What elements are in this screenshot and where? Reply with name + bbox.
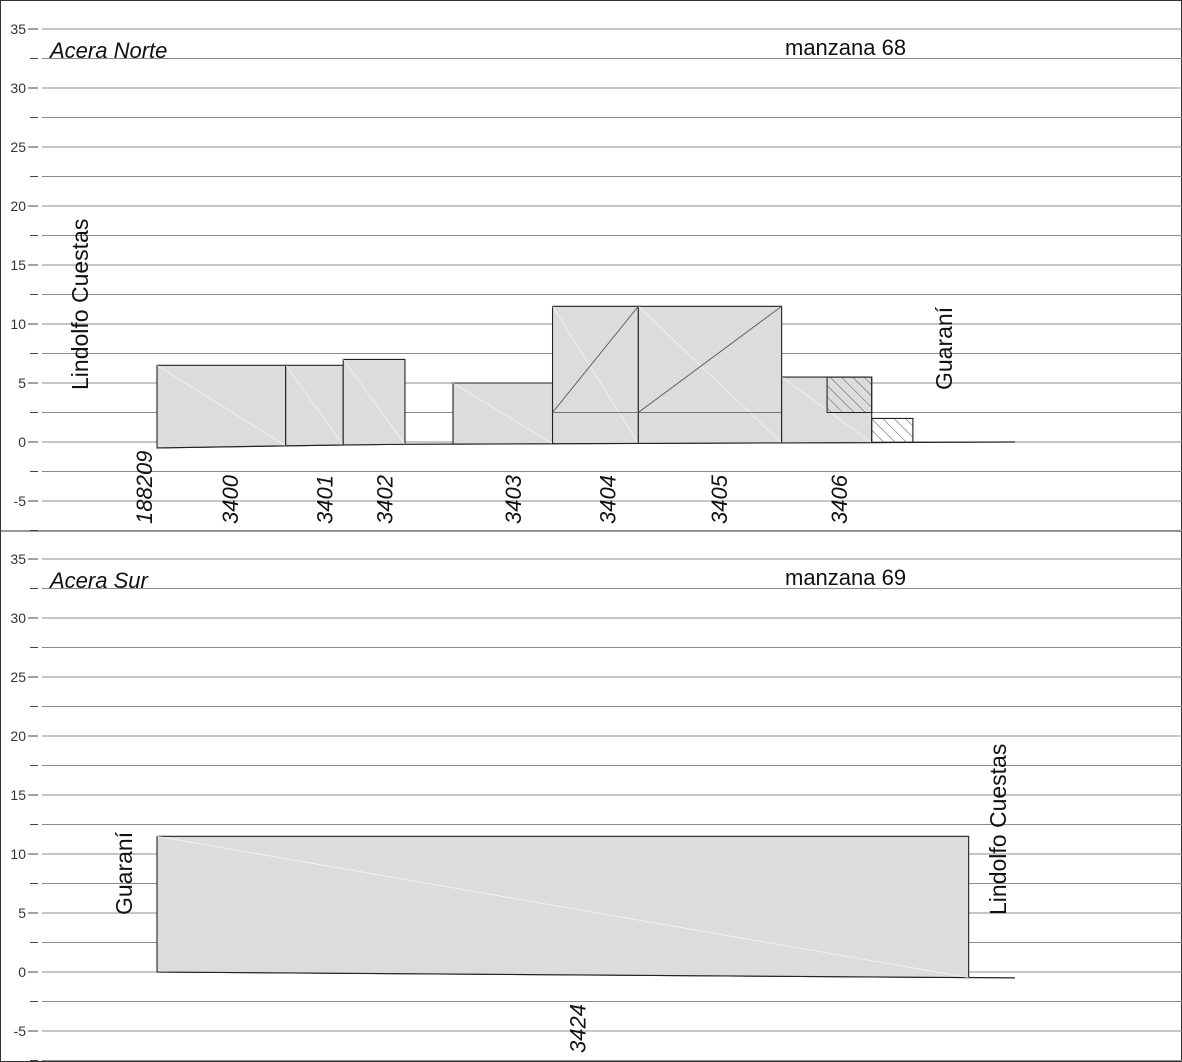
facade-diagonal [342, 359, 406, 445]
facade-diagonal [552, 306, 639, 413]
left-street-label: Lindolfo Cuestas [67, 219, 93, 390]
padron-label: 3400 [218, 474, 243, 524]
hatched-volume [826, 376, 873, 414]
facade-diagonal [156, 364, 286, 447]
panel-acera-sur: 35 30 25 20 15 10 5 0 -5 3424 Acera Sur manzana … [10, 551, 1182, 1061]
panel-acera-norte: 35 30 25 20 15 10 5 0 -5 188209 3400 3401 3402 3403 3… [10, 21, 1182, 531]
padron-label: 188209 [132, 451, 157, 524]
facade-diagonal [638, 305, 782, 413]
padron-label: 3404 [595, 475, 620, 524]
y-tick-label: 20 [10, 198, 26, 214]
y-tick-label: -5 [14, 493, 27, 509]
padron-label: 3424 [565, 1004, 590, 1053]
padron-labels: 188209 3400 3401 3402 3403 3404 3405 3406 [132, 451, 852, 524]
panel-heading: Acera Sur [48, 568, 149, 593]
y-tick-label: 0 [18, 964, 26, 980]
y-axis: 35 30 25 20 15 10 5 0 -5 [10, 551, 38, 1061]
y-tick-label: 5 [18, 375, 26, 391]
padron-label: 3406 [827, 474, 852, 524]
right-street-label: Guaraní [931, 306, 957, 390]
y-tick-label: 35 [10, 551, 26, 567]
y-tick-label: 15 [10, 787, 26, 803]
padron-labels: 3424 [565, 1004, 590, 1053]
y-tick-label: 35 [10, 21, 26, 37]
manzana-label: manzana 68 [785, 35, 906, 60]
padron-label: 3403 [501, 474, 526, 524]
y-tick-label: 5 [18, 905, 26, 921]
y-tick-label: -5 [14, 1023, 27, 1039]
y-tick-label: 30 [10, 80, 26, 96]
gridlines [42, 558, 1182, 1061]
buildings [156, 305, 1016, 449]
gridlines [42, 28, 1182, 531]
y-tick-label: 30 [10, 610, 26, 626]
facade-diagonal [285, 365, 344, 446]
facade-diagonal [452, 382, 553, 445]
manzana-label: manzana 69 [785, 565, 906, 590]
facade-diagonal [552, 306, 639, 444]
left-street-label: Guaraní [111, 831, 137, 915]
y-tick-label: 0 [18, 434, 26, 450]
right-street-label: Lindolfo Cuestas [985, 744, 1011, 915]
facade-diagonal [156, 835, 969, 978]
facade-diagonal [638, 306, 782, 444]
y-tick-label: 25 [10, 669, 26, 685]
padron-label: 3402 [372, 475, 397, 524]
y-tick-label: 25 [10, 139, 26, 155]
hatched-volume [871, 417, 914, 444]
y-tick-label: 20 [10, 728, 26, 744]
buildings [156, 835, 1016, 979]
y-axis: 35 30 25 20 15 10 5 0 -5 [10, 21, 38, 531]
padron-label: 3401 [312, 475, 337, 524]
padron-label: 3405 [707, 474, 732, 524]
y-tick-label: 15 [10, 257, 26, 273]
y-tick-label: 10 [10, 846, 26, 862]
panel-heading: Acera Norte [48, 38, 167, 63]
y-tick-label: 10 [10, 316, 26, 332]
